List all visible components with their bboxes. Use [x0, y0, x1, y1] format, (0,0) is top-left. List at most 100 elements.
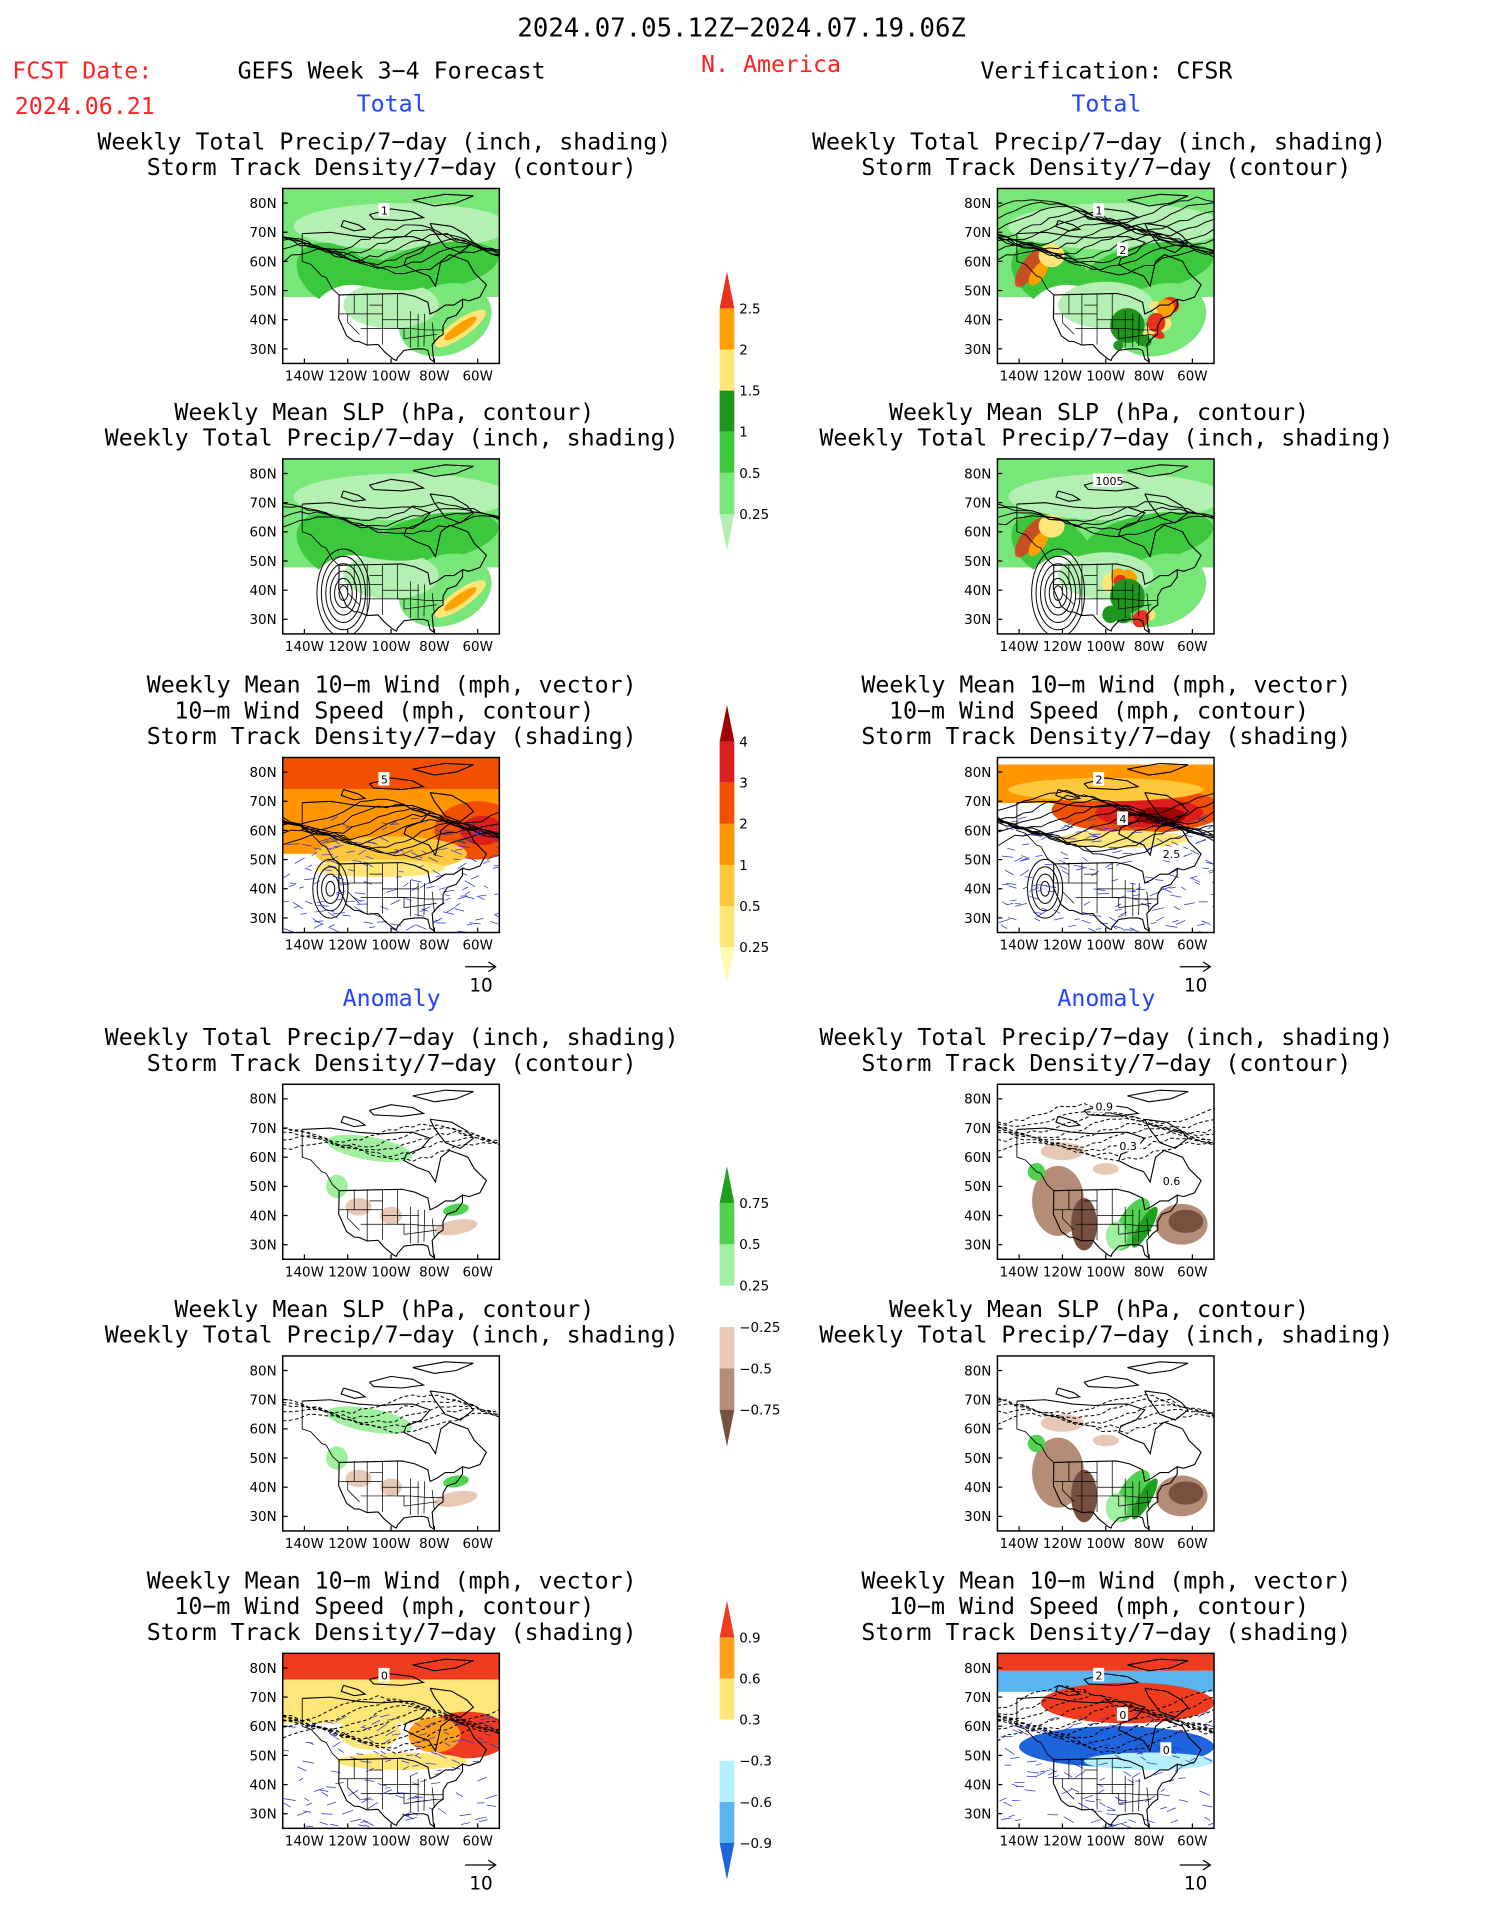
contour-label: 2 — [1119, 244, 1126, 257]
wind-vector — [1175, 920, 1186, 925]
wind-vector — [1031, 884, 1038, 887]
wind-vector — [348, 869, 355, 872]
wind-vector — [1004, 1747, 1015, 1755]
wind-vector — [352, 860, 362, 862]
colorbar-label: −0.25 — [739, 1321, 780, 1336]
wind-vector — [1095, 928, 1102, 930]
wind-vector — [481, 1717, 491, 1721]
wind-vector — [415, 858, 422, 860]
wind-vector — [1169, 886, 1176, 889]
wind-vector — [476, 894, 487, 897]
lon-tick-label: 120W — [1043, 1537, 1082, 1552]
lat-tick-label: 70N — [964, 226, 991, 241]
wind-vector — [353, 906, 364, 913]
political-borders — [1016, 1658, 1202, 1829]
colorbar-label: 0.6 — [739, 1672, 760, 1687]
lat-tick-label: 60N — [964, 526, 991, 541]
wind-vector — [288, 884, 296, 887]
alaska-border — [301, 1129, 327, 1174]
contour-line — [997, 789, 1215, 816]
wind-vector — [1022, 886, 1028, 890]
canada-outline — [302, 1696, 488, 1767]
wind-vector — [1165, 925, 1178, 928]
contour-label: 1 — [381, 205, 388, 218]
section-anomaly-left: Anomaly — [343, 985, 441, 1012]
political-borders — [301, 193, 488, 364]
wind-vector — [1189, 875, 1198, 879]
lat-tick-label: 70N — [964, 1691, 991, 1706]
wind-vector — [333, 845, 344, 848]
contour-line — [282, 819, 500, 846]
lat-tick-label: 60N — [964, 1151, 991, 1166]
wind-vector — [436, 848, 448, 851]
contour-line — [997, 1698, 1215, 1727]
lon-tick-label: 60W — [462, 939, 492, 954]
title-line: Storm Track Density/7−day (shading) — [861, 1619, 1351, 1646]
wind-vector — [446, 906, 456, 913]
contour-line — [282, 1407, 500, 1429]
contour-line — [997, 1722, 1215, 1750]
contour-label: 0.9 — [1096, 1100, 1113, 1113]
usa-outline — [338, 1188, 464, 1260]
title-line: Weekly Total Precip/7−day (inch, shading… — [105, 424, 679, 451]
island — [429, 493, 475, 524]
slp-contour — [1031, 548, 1085, 634]
wind-vector — [311, 851, 318, 856]
wind-vector — [329, 837, 341, 845]
wind-vector — [1108, 1825, 1114, 1828]
lon-tick-label: 60W — [1177, 370, 1207, 385]
shading-region — [1014, 247, 1046, 287]
lon-tick-label: 140W — [285, 1834, 324, 1849]
usa-outline — [338, 1460, 464, 1531]
lat-tick-label: 60N — [964, 1423, 991, 1438]
contour-line — [997, 196, 1215, 224]
wind-vector — [1196, 839, 1207, 843]
alaska-border — [301, 802, 327, 847]
state-line — [1118, 903, 1152, 909]
lat-tick-label: 80N — [249, 467, 276, 482]
wind-vector — [329, 1733, 340, 1741]
wind-vector — [1083, 901, 1091, 906]
title-line: Weekly Total Precip/7−day (inch, shading… — [819, 1321, 1393, 1348]
lat-tick-label: 80N — [249, 766, 276, 781]
title-line: Weekly Mean SLP (hPa, contour) — [889, 1296, 1309, 1323]
lon-tick-label: 140W — [1000, 939, 1039, 954]
wind-vector — [437, 1808, 447, 1815]
wind-vector — [464, 896, 475, 899]
lon-tick-label: 80W — [1134, 1834, 1164, 1849]
lon-tick-label: 100W — [372, 640, 411, 655]
wind-vector — [326, 1786, 336, 1788]
fcst-date-value: 2024.06.21 — [15, 93, 155, 120]
island — [429, 1390, 475, 1421]
wind-vector — [1074, 1770, 1086, 1778]
wind-vector — [1041, 907, 1048, 911]
colorbar-label: 0.5 — [739, 1238, 760, 1253]
wind-vector — [455, 1792, 464, 1798]
wind-vector — [1063, 1725, 1073, 1731]
lat-tick-label: 80N — [964, 1662, 991, 1677]
wind-vector — [1198, 814, 1207, 820]
colorbar-segment — [719, 308, 735, 350]
contour-line — [997, 1704, 1215, 1730]
wind-vector — [1018, 1729, 1029, 1736]
island — [412, 464, 474, 477]
island — [340, 1387, 367, 1399]
lat-tick-label: 60N — [964, 255, 991, 270]
wind-vector — [1171, 920, 1179, 923]
lat-tick-label: 50N — [249, 1180, 276, 1195]
wind-vector — [282, 900, 290, 903]
island — [1055, 1387, 1082, 1399]
wind-vector — [385, 1759, 391, 1762]
lat-tick-label: 40N — [249, 314, 276, 329]
colorbar-segment — [719, 864, 735, 907]
slp-contour — [1039, 563, 1077, 623]
wind-vector — [1086, 1752, 1097, 1756]
contour-line — [282, 1695, 500, 1722]
map-content — [997, 1355, 1215, 1531]
colorbar-segment — [719, 1285, 735, 1328]
wind-vector — [1174, 1766, 1183, 1772]
map-panel-R6: 2 0 0 80N 70N 60N 50N 40N 30N 140W 120W 100W 80W 60W — [964, 1652, 1215, 1849]
shading-region — [282, 757, 500, 790]
colorbar-label: −0.6 — [739, 1796, 772, 1811]
wind-vector — [330, 816, 338, 821]
